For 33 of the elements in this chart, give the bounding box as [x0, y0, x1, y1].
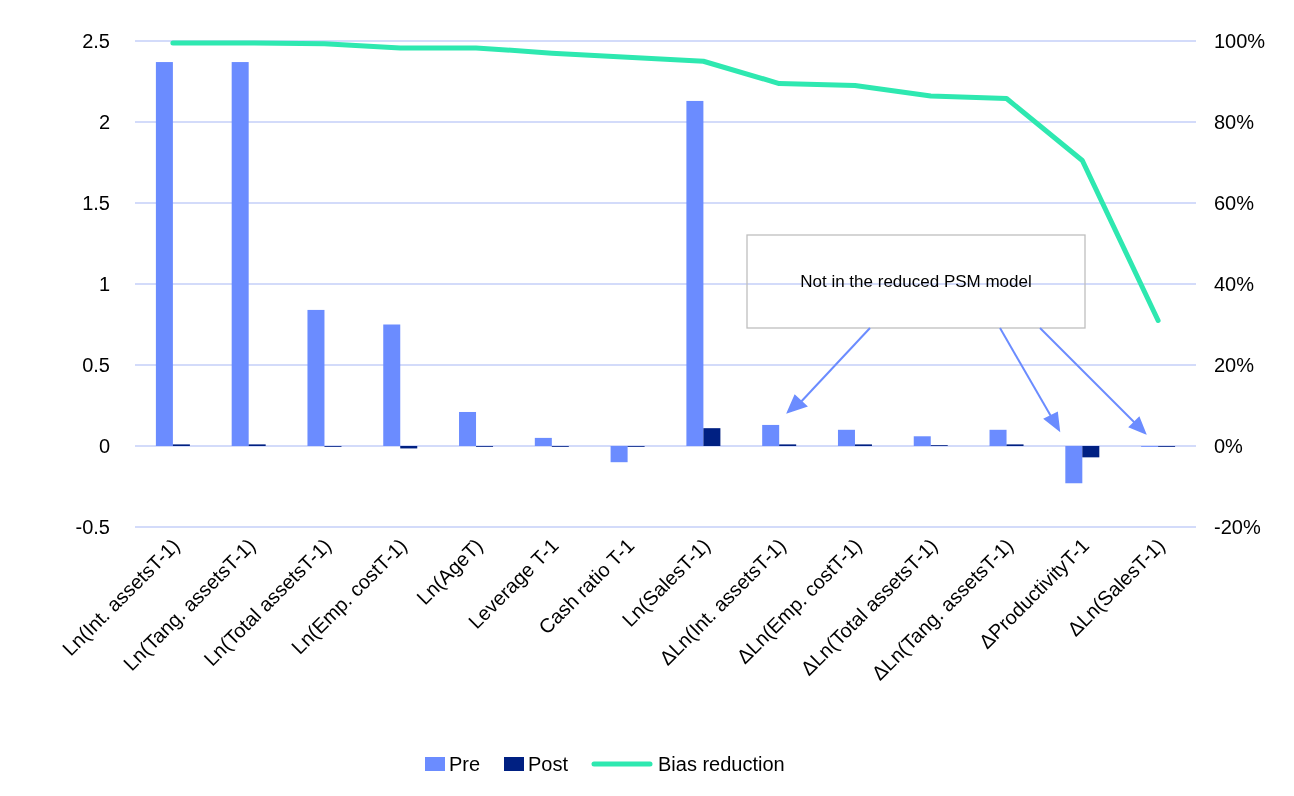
y2-tick-label: 100% — [1214, 30, 1266, 52]
bar — [703, 428, 721, 446]
bar — [155, 62, 173, 446]
bar — [459, 411, 477, 446]
legend-label: Pre — [449, 753, 481, 775]
bar — [231, 62, 249, 446]
bar — [610, 446, 628, 463]
annotation: Not in the reduced PSM model — [800, 272, 1032, 291]
bar — [686, 100, 704, 446]
bar — [989, 429, 1007, 446]
bar — [913, 436, 931, 446]
y-tick-label: 1.5 — [82, 192, 110, 214]
y2-tick-label: 40% — [1214, 273, 1255, 295]
y2-tick-label: 20% — [1214, 354, 1255, 376]
bar — [307, 309, 325, 446]
y-tick-label: 0.5 — [82, 354, 110, 376]
y-tick-label: 2 — [98, 111, 110, 133]
bar — [1065, 446, 1083, 484]
legend-label: Post — [528, 753, 569, 775]
bar — [1082, 446, 1100, 458]
bar — [383, 324, 401, 446]
bar — [837, 429, 855, 446]
y2-tick-label: -20% — [1214, 516, 1261, 538]
y2-tick-label: 60% — [1214, 192, 1255, 214]
legend-label: Bias reduction — [658, 753, 785, 775]
y-tick-label: 1 — [98, 273, 110, 295]
y2-tick-label: 80% — [1214, 111, 1255, 133]
bar — [534, 437, 552, 446]
bar — [762, 424, 780, 446]
y-tick-label: 2.5 — [82, 30, 110, 52]
y-tick-label: -0.5 — [75, 516, 110, 538]
y2-tick-label: 0% — [1214, 435, 1244, 457]
y-tick-label: 0 — [98, 435, 110, 457]
